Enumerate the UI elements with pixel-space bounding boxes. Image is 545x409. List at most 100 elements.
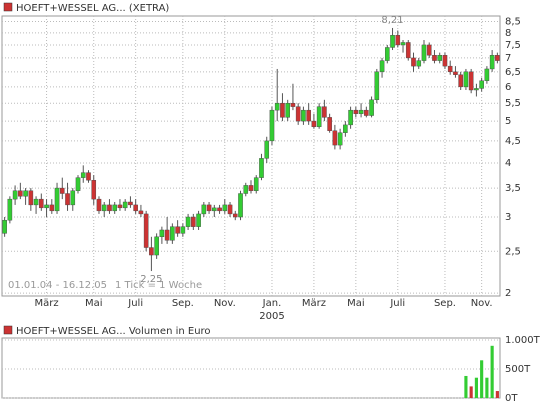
candle-body [468, 71, 474, 91]
candle-body [232, 213, 238, 218]
candle-body [117, 204, 123, 209]
candle-body [353, 109, 359, 114]
candle-body [7, 198, 13, 221]
x-tick-label: Sep. [434, 298, 456, 309]
candle-body [379, 60, 385, 73]
y-tick-label: 8,5 [505, 16, 521, 27]
candle-body [191, 216, 196, 227]
x-tick-label: Nov. [214, 298, 236, 309]
candle-body [416, 60, 422, 67]
candle-body [133, 204, 138, 212]
volume-bar [474, 377, 478, 398]
candle-body [316, 106, 322, 128]
candle-body [175, 226, 180, 234]
candle-body [400, 42, 406, 46]
volume-tick-label: 1.000T [505, 335, 541, 346]
candle-body [70, 190, 76, 206]
candle-body [212, 207, 217, 212]
y-tick-label: 6,5 [505, 67, 521, 78]
candle-body [479, 80, 484, 89]
candle-body [107, 204, 112, 212]
candle-body [463, 71, 469, 88]
candle-body [180, 226, 186, 234]
candle-body [332, 130, 338, 146]
candle-body [201, 204, 207, 215]
y-tick-label: 3 [505, 212, 511, 223]
candle-body [301, 109, 306, 122]
x-tick-label: Juli [389, 298, 405, 309]
candle-body [159, 229, 165, 238]
volume-bar [469, 386, 473, 398]
candle-body [453, 71, 458, 75]
candle-body [253, 177, 259, 191]
y-tick-label: 8 [505, 28, 511, 39]
candle-body [437, 55, 443, 61]
y-tick-label: 2,5 [505, 246, 521, 257]
candle-body [170, 226, 175, 241]
candle-body [49, 204, 55, 212]
candle-body [285, 102, 290, 118]
x-tick-label: Nov. [471, 298, 493, 309]
x-tick-label: Jan. [262, 298, 282, 309]
candle-body [154, 236, 159, 256]
period-label: 01.01.04 - 16.12.05 [8, 280, 107, 291]
legend-icon [3, 2, 13, 12]
candle-body [196, 213, 201, 227]
volume-bar [485, 377, 489, 398]
candle-body [421, 44, 427, 61]
candle-body [384, 47, 390, 61]
candle-body [227, 204, 233, 215]
candle-body [280, 102, 285, 118]
candle-body [295, 106, 301, 122]
volume-title: HOEFT+WESSEL AG... Volumen in Euro [16, 326, 211, 337]
volume-bar [490, 345, 494, 398]
candle-body [369, 99, 374, 116]
candle-body [23, 190, 28, 197]
candle-body [348, 109, 353, 126]
candle-body [86, 172, 91, 181]
candle-body [75, 177, 81, 191]
candle-body [96, 198, 102, 212]
candle-body [426, 44, 432, 56]
candle-body [395, 34, 401, 46]
candle-body [489, 55, 495, 70]
plot-frame [1, 15, 501, 297]
x-tick-label: Mai [85, 298, 103, 309]
y-tick-label: 7 [505, 53, 511, 64]
candle-body [343, 124, 348, 133]
volume-tick-label: 0T [505, 393, 518, 404]
candle-body [112, 204, 118, 212]
candle-body [447, 65, 453, 73]
volume-bar [464, 375, 468, 398]
y-tick-label: 5 [505, 116, 511, 127]
y-tick-label: 5,5 [505, 98, 521, 109]
candle-body [101, 204, 107, 212]
candle-body [65, 193, 70, 206]
annotation: 2,25 [140, 274, 162, 285]
candle-body [143, 213, 149, 248]
candle-body [91, 179, 97, 200]
candle-body [149, 247, 154, 256]
candle-body [495, 55, 500, 61]
tick-note: 1 Tick = 1 Woche [115, 280, 202, 291]
candle-body [54, 187, 60, 212]
candle-body [306, 109, 311, 122]
candle-body [248, 185, 254, 191]
candle-body [44, 204, 49, 209]
candle-body [390, 34, 395, 48]
annotation: 8,21 [381, 15, 403, 26]
candle-body [80, 172, 86, 178]
candle-body [411, 57, 416, 67]
y-tick-label: 6 [505, 82, 511, 93]
candle-body [59, 187, 65, 194]
y-tick-label: 7,5 [505, 40, 521, 51]
x-tick-label: Mai [347, 298, 365, 309]
candle-body [128, 201, 133, 206]
candle-body [138, 210, 144, 215]
candle-body [442, 55, 448, 67]
candle-body [39, 198, 44, 209]
y-tick-label: 4 [505, 158, 511, 169]
candle-body [217, 207, 222, 212]
